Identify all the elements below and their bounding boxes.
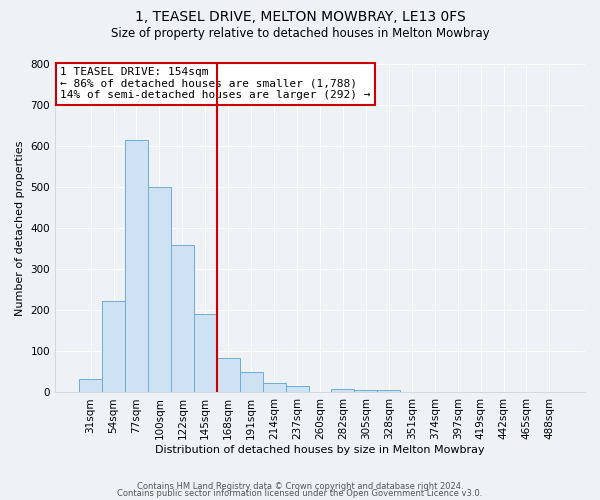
Bar xyxy=(263,384,286,392)
Bar xyxy=(194,314,217,392)
X-axis label: Distribution of detached houses by size in Melton Mowbray: Distribution of detached houses by size … xyxy=(155,445,485,455)
Bar xyxy=(125,140,148,392)
Text: Size of property relative to detached houses in Melton Mowbray: Size of property relative to detached ho… xyxy=(110,28,490,40)
Text: Contains public sector information licensed under the Open Government Licence v3: Contains public sector information licen… xyxy=(118,490,482,498)
Y-axis label: Number of detached properties: Number of detached properties xyxy=(15,140,25,316)
Bar xyxy=(171,244,194,392)
Bar xyxy=(331,389,355,392)
Text: 1 TEASEL DRIVE: 154sqm
← 86% of detached houses are smaller (1,788)
14% of semi-: 1 TEASEL DRIVE: 154sqm ← 86% of detached… xyxy=(61,68,371,100)
Bar xyxy=(148,187,171,392)
Bar xyxy=(217,358,240,392)
Bar xyxy=(286,386,308,392)
Text: 1, TEASEL DRIVE, MELTON MOWBRAY, LE13 0FS: 1, TEASEL DRIVE, MELTON MOWBRAY, LE13 0F… xyxy=(134,10,466,24)
Bar xyxy=(355,390,377,392)
Bar xyxy=(377,390,400,392)
Bar xyxy=(79,380,102,392)
Bar xyxy=(240,372,263,392)
Text: Contains HM Land Registry data © Crown copyright and database right 2024.: Contains HM Land Registry data © Crown c… xyxy=(137,482,463,491)
Bar xyxy=(102,302,125,392)
